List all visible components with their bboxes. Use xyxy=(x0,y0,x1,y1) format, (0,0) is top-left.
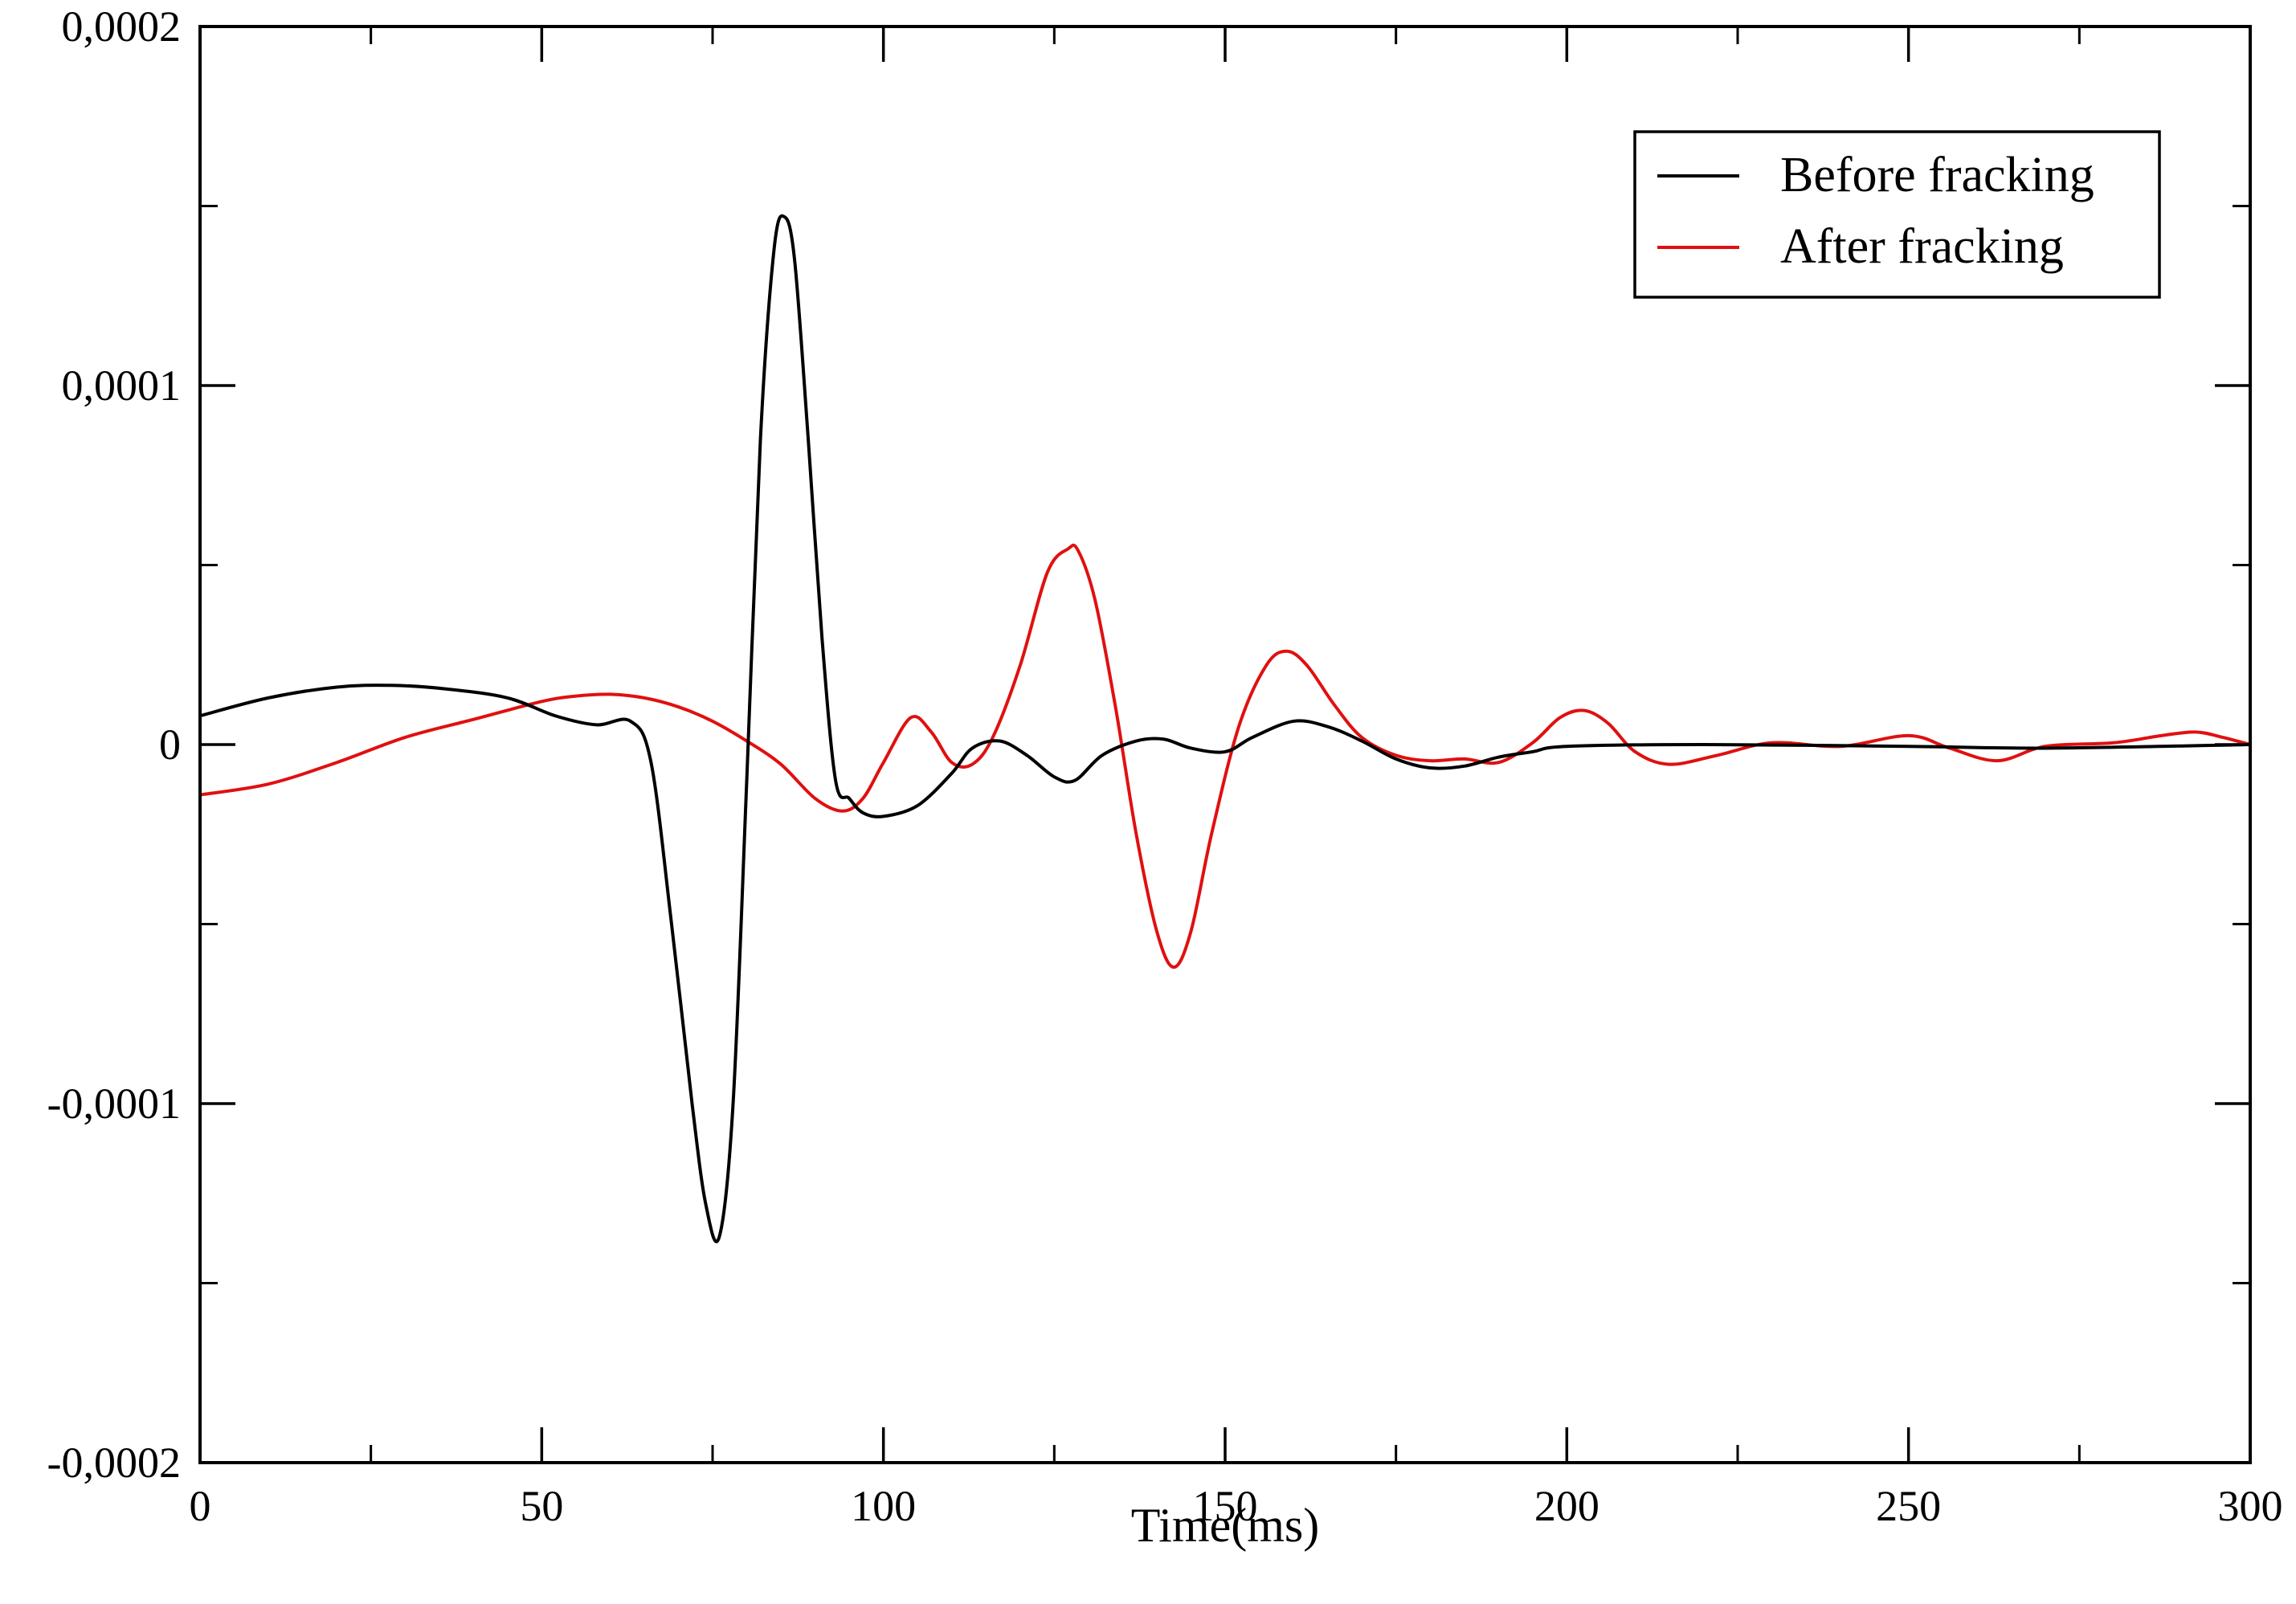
y-tick-label: 0,0002 xyxy=(62,2,182,51)
series-line-after-fracking xyxy=(198,543,2252,969)
y-tick-label: -0,0002 xyxy=(47,1439,181,1487)
y-tick-label: -0,0001 xyxy=(47,1080,181,1128)
x-tick-label: 50 xyxy=(520,1482,563,1530)
plot-area-frame xyxy=(198,25,2252,1464)
x-tick-label: 250 xyxy=(1876,1482,1941,1530)
x-tick-label: 150 xyxy=(1193,1482,1258,1530)
x-tick-label: 0 xyxy=(190,1482,211,1530)
x-tick-label: 100 xyxy=(851,1482,916,1530)
y-tick-label: 0,0001 xyxy=(62,361,182,410)
legend-label-before-fracking: Before fracking xyxy=(1780,148,2094,202)
x-tick-label: 200 xyxy=(1534,1482,1599,1530)
legend-label-after-fracking: After fracking xyxy=(1780,219,2064,274)
series-layer xyxy=(198,214,2252,1243)
y-tick-label: 0 xyxy=(159,720,181,769)
labels-layer: 0 50 100 150 200 250 300 -0,0002 -0,0001 0 0,0001 0… xyxy=(47,2,2283,1530)
x-axis-title: Time(ms) xyxy=(1131,1499,1320,1552)
legend-box xyxy=(1633,130,2161,299)
legend: Before fracking After fracking xyxy=(1633,130,2161,299)
x-tick-label: 300 xyxy=(2218,1482,2283,1530)
series-line-before-fracking xyxy=(198,214,2252,1243)
